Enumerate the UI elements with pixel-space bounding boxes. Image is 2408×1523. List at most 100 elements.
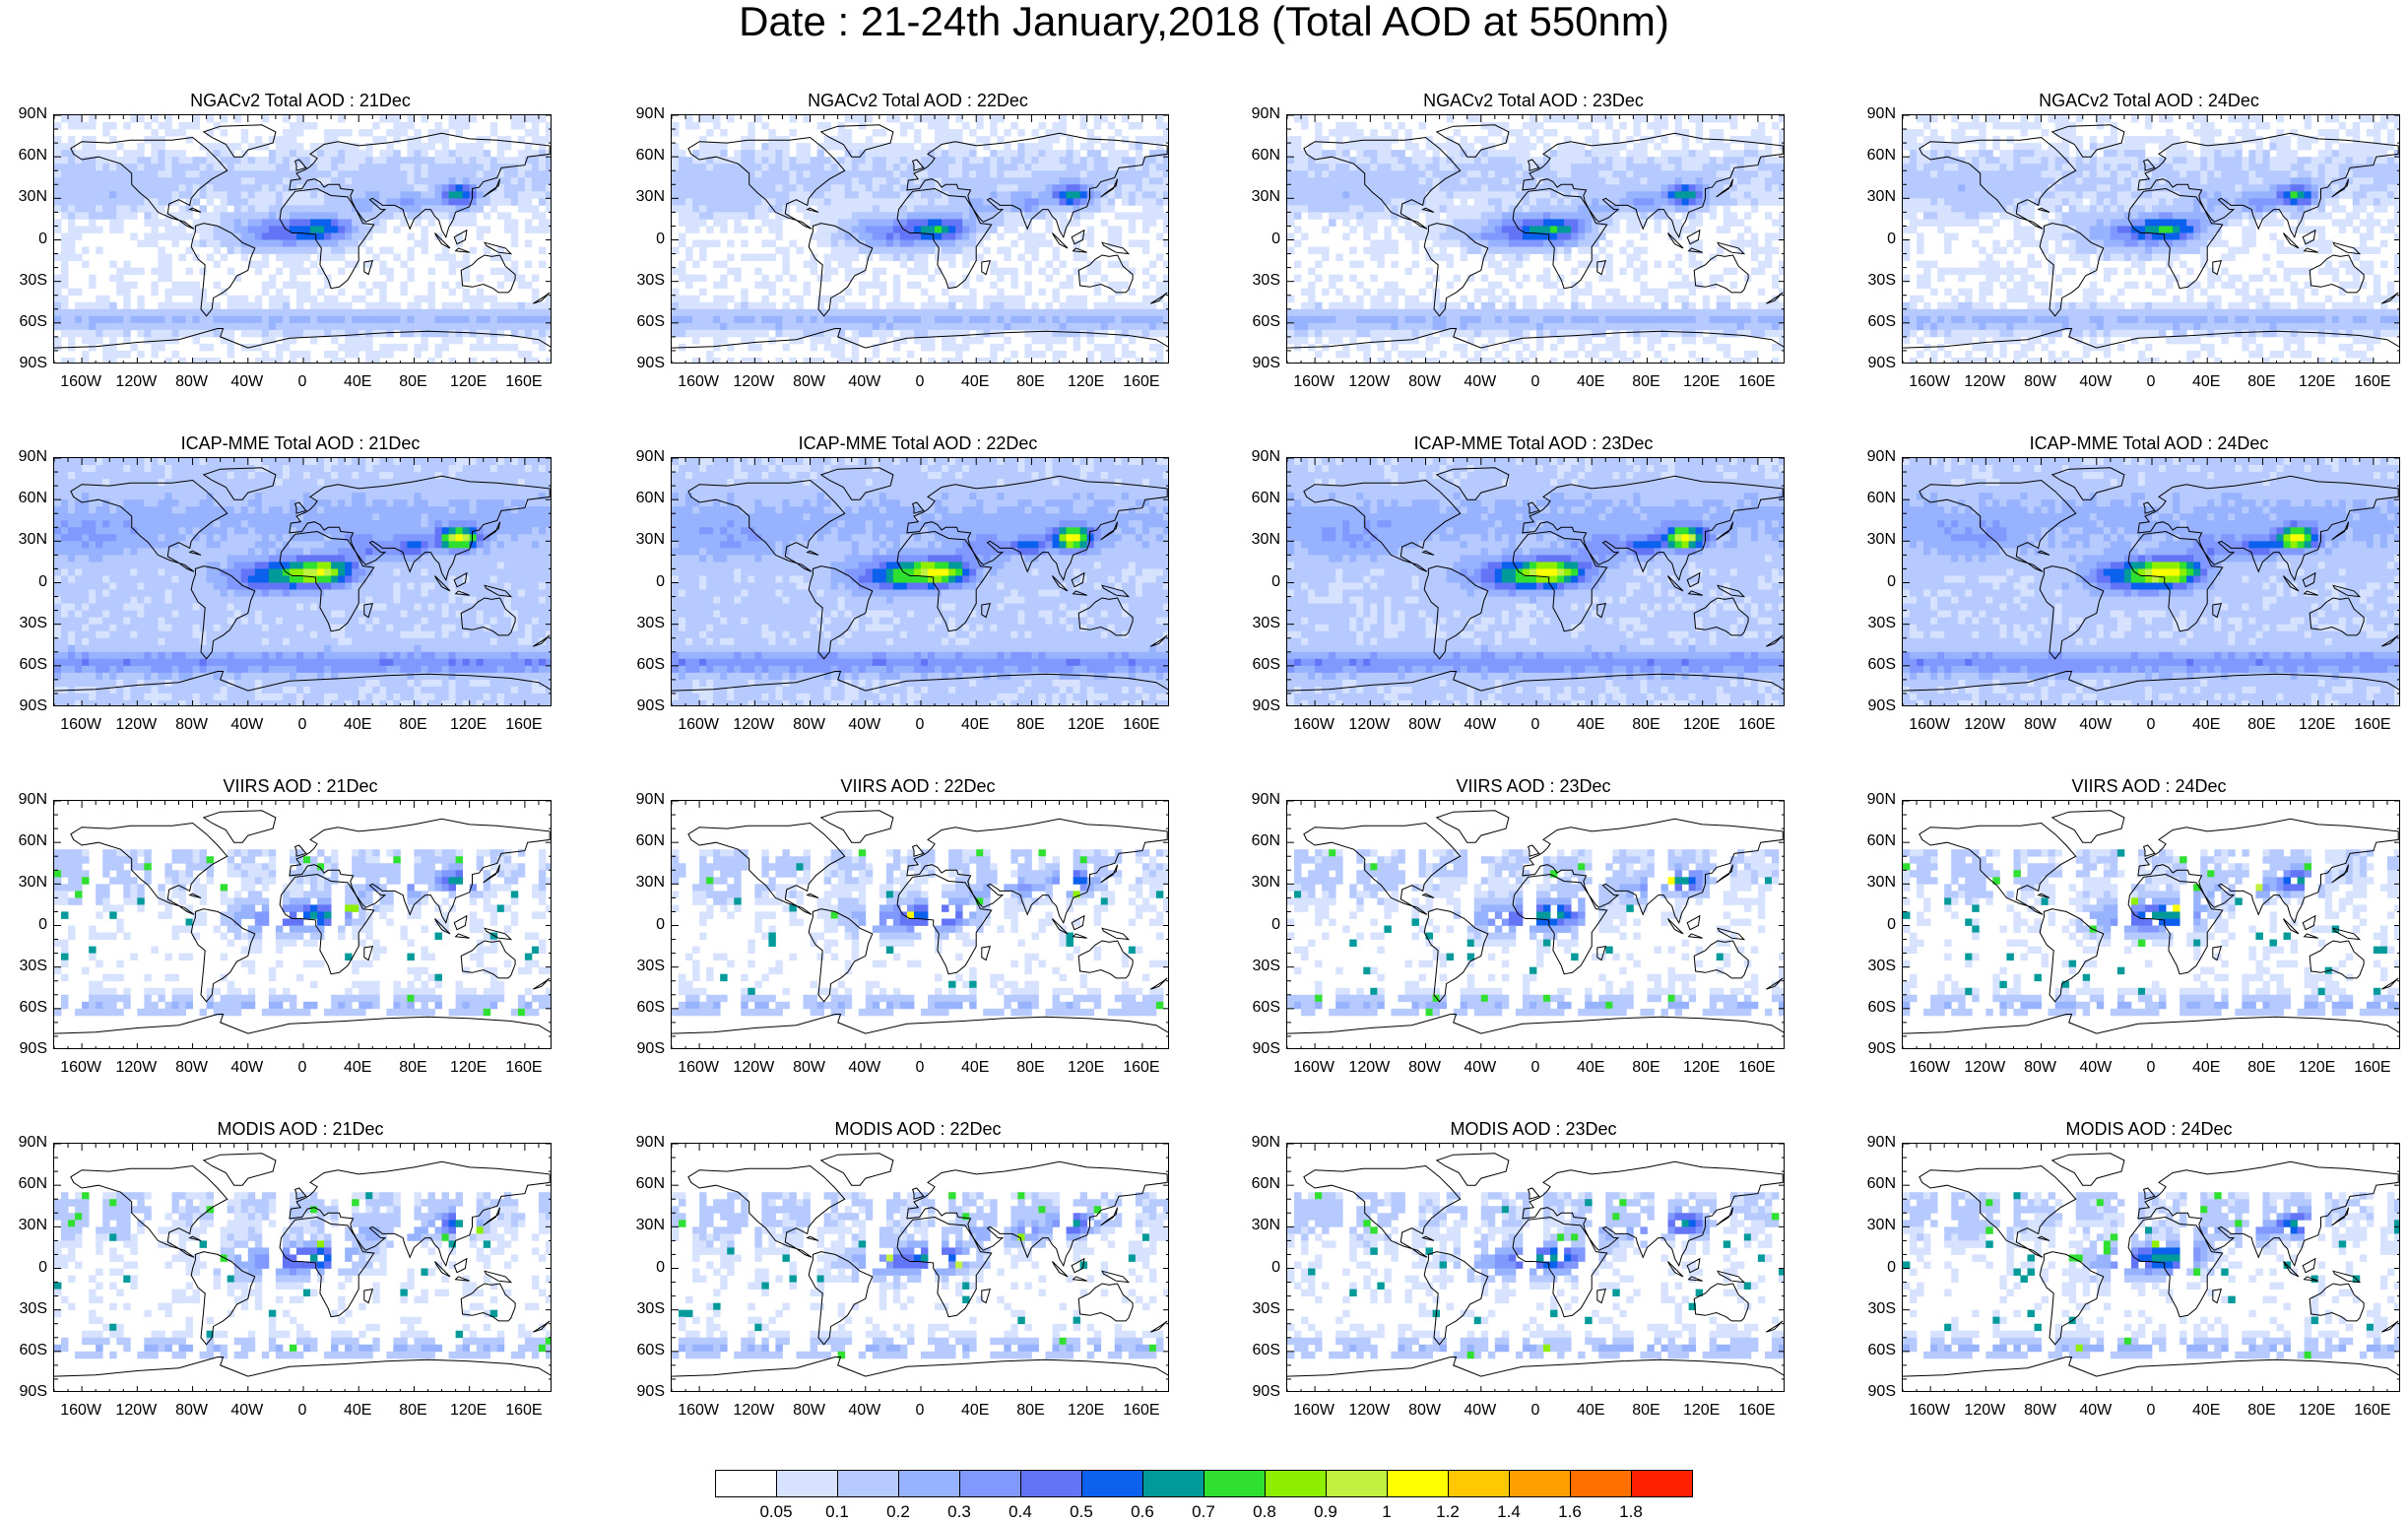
coastline (2302, 229, 2316, 245)
lon-tick-label: 40W (835, 1060, 894, 1076)
lon-tick-label: 80W (163, 1060, 222, 1076)
lon-tick-label: 40W (218, 1060, 277, 1076)
map-panel: NGACv2 Total AOD : 21Dec 90N 60N 30N 0 30S 60S… (0, 91, 552, 390)
coastline (1596, 1288, 1607, 1304)
lon-tick-label: 160E (2343, 1403, 2402, 1419)
lat-tick-label: 90S (1233, 356, 1280, 371)
lon-tick-label: 80W (780, 717, 839, 733)
coastline (806, 893, 819, 898)
map-panel: NGACv2 Total AOD : 23Dec 90N 60N 30N 0 30S 60S… (1233, 91, 1785, 390)
coastline (2332, 1270, 2362, 1284)
coastline (1150, 634, 1168, 647)
coastline (1077, 940, 1134, 979)
map-panel: MODIS AOD : 22Dec 90N 60N 30N 0 30S 60S 90S 160W… (618, 1119, 1169, 1419)
coastline-antarctica (1903, 671, 2399, 692)
coastline (911, 844, 925, 857)
lon-tick-label: 0 (890, 1060, 949, 1076)
coastline (190, 223, 256, 317)
coastline (1919, 822, 2077, 915)
colorbar-swatch (959, 1470, 1021, 1497)
lon-tick-label: 40E (2177, 374, 2236, 390)
coastline (483, 1207, 501, 1226)
colorbar-swatch (1020, 1470, 1082, 1497)
coastline (2309, 1283, 2365, 1322)
map-panel: ICAP-MME Total AOD : 21Dec 90N 60N 30N 0 30S 6… (0, 433, 552, 733)
coastline (1100, 178, 1119, 198)
coastline (1919, 1164, 2077, 1258)
coastline (1716, 178, 1734, 198)
lat-tick-label: 30N (1849, 875, 1896, 891)
coastline (454, 590, 470, 596)
coastline (1423, 565, 1489, 660)
colorbar-swatch (1326, 1470, 1388, 1497)
lon-tick-label: 40W (2066, 717, 2125, 733)
aod-map (1286, 1143, 1785, 1392)
coastline (2137, 475, 2399, 581)
coastline (906, 132, 1168, 238)
lat-tick-label: 60S (618, 999, 665, 1016)
coastline (202, 810, 277, 843)
lon-tick-label: 120W (1339, 717, 1399, 733)
lat-tick-label: 30S (0, 615, 47, 631)
lat-tick-label: 30S (1849, 272, 1896, 289)
panel-title: VIIRS AOD : 22Dec (667, 776, 1169, 796)
coastline (453, 229, 468, 245)
coastline (1077, 597, 1134, 636)
colorbar-label: 0.5 (1057, 1503, 1106, 1521)
lon-tick-label: 80W (2011, 1403, 2070, 1419)
lat-tick-label: 60N (618, 1176, 665, 1192)
aod-map-svg (672, 1144, 1168, 1391)
lon-tick-label: 80W (163, 717, 222, 733)
map-panel: MODIS AOD : 24Dec 90N 60N 30N 0 30S 60S 90S 160W… (1849, 1119, 2400, 1419)
coastline (1101, 1270, 1131, 1284)
lon-tick-label: 80E (383, 374, 442, 390)
coastline (484, 584, 513, 598)
coastline-antarctica (1903, 1014, 2399, 1034)
lat-tick-label: 30S (618, 272, 665, 289)
coastline (2302, 571, 2316, 588)
coastline (2037, 207, 2050, 213)
lat-tick-label: 30N (1849, 532, 1896, 548)
lon-tick-label: 120W (1955, 1403, 2014, 1419)
lat-tick-label: 30N (1233, 1218, 1280, 1233)
colorbar-swatch (1448, 1470, 1510, 1497)
coastline (188, 893, 202, 898)
aod-map (671, 800, 1169, 1049)
coastline (687, 136, 846, 230)
coastline-antarctica (1287, 671, 1784, 692)
aod-map-svg (54, 1144, 551, 1391)
colorbar-swatch (776, 1470, 838, 1497)
coastline (1435, 467, 1510, 500)
coastline (896, 1216, 993, 1318)
panel-title: ICAP-MME Total AOD : 23Dec (1282, 433, 1785, 453)
coastline (981, 259, 992, 276)
lon-tick-label: 160E (1112, 717, 1171, 733)
panel-title: VIIRS AOD : 21Dec (49, 776, 552, 796)
coastline (2142, 1187, 2156, 1200)
coastline (1667, 918, 1684, 935)
coastline (1693, 254, 1749, 294)
lon-tick-label: 120E (439, 717, 498, 733)
lon-tick-label: 120W (724, 374, 783, 390)
colorbar-swatch (1142, 1470, 1204, 1497)
coastline (484, 927, 513, 941)
lat-tick-label: 30S (0, 272, 47, 289)
coastline (1101, 241, 1131, 255)
colorbar-label: 1.6 (1545, 1503, 1594, 1521)
coastline (1687, 933, 1703, 939)
coastline (2302, 914, 2316, 931)
lat-tick-label: 0 (1849, 1259, 1896, 1276)
lat-tick-label: 0 (1233, 573, 1280, 590)
colorbar-label: 0.8 (1240, 1503, 1289, 1521)
colorbar-swatch (837, 1470, 899, 1497)
coastline (1052, 918, 1069, 935)
lat-tick-label: 60N (1849, 148, 1896, 164)
panel-title: ICAP-MME Total AOD : 22Dec (667, 433, 1169, 453)
lat-tick-label: 0 (1849, 916, 1896, 933)
coastline-antarctica (1287, 328, 1784, 349)
lat-tick-label: 60N (1233, 491, 1280, 506)
coastline (2050, 124, 2125, 158)
lon-tick-label: 80W (2011, 1060, 2070, 1076)
lon-tick-label: 0 (2121, 374, 2180, 390)
